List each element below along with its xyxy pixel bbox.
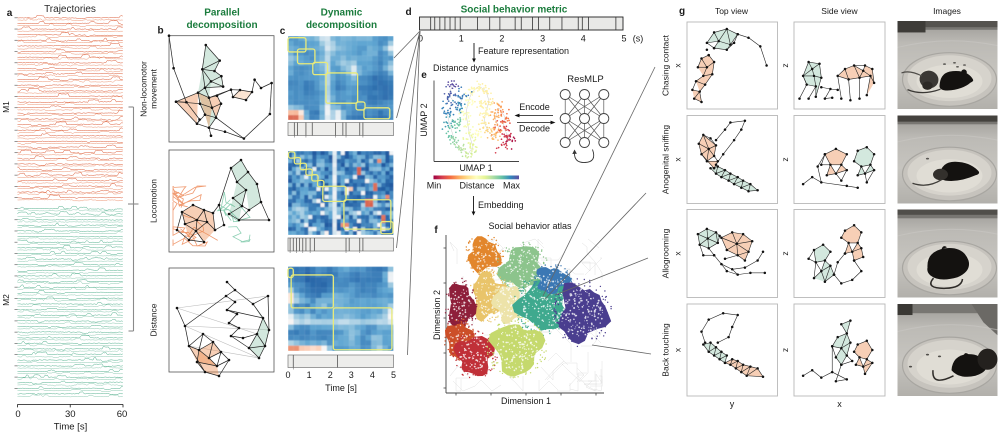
svg-text:Distance dynamics: Distance dynamics (433, 63, 509, 73)
svg-text:Chasing contact: Chasing contact (661, 34, 671, 96)
svg-text:0: 0 (15, 409, 20, 420)
svg-text:(s): (s) (633, 34, 644, 44)
svg-text:Dynamic: Dynamic (321, 8, 363, 19)
svg-text:Min: Min (427, 181, 442, 191)
svg-text:y: y (730, 399, 735, 409)
svg-text:x: x (673, 347, 683, 352)
svg-text:5: 5 (391, 370, 396, 380)
svg-text:Top view: Top view (715, 6, 749, 16)
svg-text:Social behavior metric: Social behavior metric (461, 5, 568, 16)
svg-text:x: x (673, 157, 683, 162)
svg-text:3: 3 (540, 34, 545, 44)
svg-text:z: z (780, 251, 790, 255)
svg-text:UMAP 1: UMAP 1 (459, 163, 492, 173)
svg-text:decomposition: decomposition (186, 20, 257, 31)
svg-text:Side view: Side view (821, 6, 858, 16)
svg-text:Dimension 2: Dimension 2 (432, 290, 442, 340)
svg-text:0: 0 (285, 370, 290, 380)
svg-text:Trajectories: Trajectories (44, 4, 96, 15)
svg-text:1: 1 (307, 370, 312, 380)
svg-text:Back touching: Back touching (661, 323, 671, 377)
svg-text:30: 30 (65, 409, 76, 420)
svg-text:4: 4 (370, 370, 375, 380)
svg-text:Social behavior atlas: Social behavior atlas (488, 221, 572, 231)
svg-text:z: z (780, 348, 790, 352)
svg-text:x: x (837, 399, 842, 409)
svg-text:ResMLP: ResMLP (567, 74, 603, 85)
svg-text:Locomotion: Locomotion (149, 179, 159, 223)
svg-text:Feature representation: Feature representation (478, 46, 569, 56)
svg-text:Images: Images (933, 6, 961, 16)
svg-text:Embedding: Embedding (478, 200, 524, 210)
svg-text:Allogrooming: Allogrooming (661, 228, 671, 278)
svg-text:2: 2 (499, 34, 504, 44)
svg-text:e: e (421, 70, 427, 81)
svg-text:1: 1 (459, 34, 464, 44)
svg-text:z: z (780, 157, 790, 161)
svg-text:2: 2 (328, 370, 333, 380)
svg-text:5: 5 (621, 34, 626, 44)
svg-text:movement: movement (149, 69, 159, 109)
svg-text:3: 3 (349, 370, 354, 380)
svg-text:Time [s]: Time [s] (325, 383, 357, 393)
svg-text:M2: M2 (1, 294, 11, 306)
svg-text:60: 60 (117, 409, 128, 420)
svg-text:g: g (679, 6, 685, 17)
svg-text:c: c (280, 26, 286, 37)
svg-text:a: a (7, 8, 13, 19)
svg-text:Distance: Distance (149, 303, 159, 336)
svg-text:UMAP 2: UMAP 2 (419, 103, 429, 136)
svg-text:Max: Max (503, 181, 521, 191)
svg-text:Non-locomotor: Non-locomotor (139, 61, 149, 117)
svg-text:Dimension 1: Dimension 1 (501, 396, 551, 406)
svg-text:b: b (157, 26, 163, 37)
svg-text:x: x (673, 63, 683, 68)
svg-text:Time [s]: Time [s] (54, 422, 87, 433)
svg-text:x: x (673, 251, 683, 256)
svg-text:d: d (405, 7, 411, 18)
svg-text:Distance: Distance (459, 181, 494, 191)
svg-text:z: z (780, 63, 790, 67)
svg-text:decomposition: decomposition (306, 20, 377, 31)
svg-text:Decode: Decode (519, 124, 550, 134)
svg-text:Encode: Encode (519, 102, 550, 112)
svg-text:4: 4 (581, 34, 586, 44)
svg-text:Anogenital sniffing: Anogenital sniffing (661, 125, 671, 195)
svg-text:Parallel: Parallel (204, 8, 240, 19)
svg-text:f: f (434, 225, 438, 236)
svg-text:0: 0 (418, 34, 423, 44)
svg-text:M1: M1 (1, 101, 11, 113)
